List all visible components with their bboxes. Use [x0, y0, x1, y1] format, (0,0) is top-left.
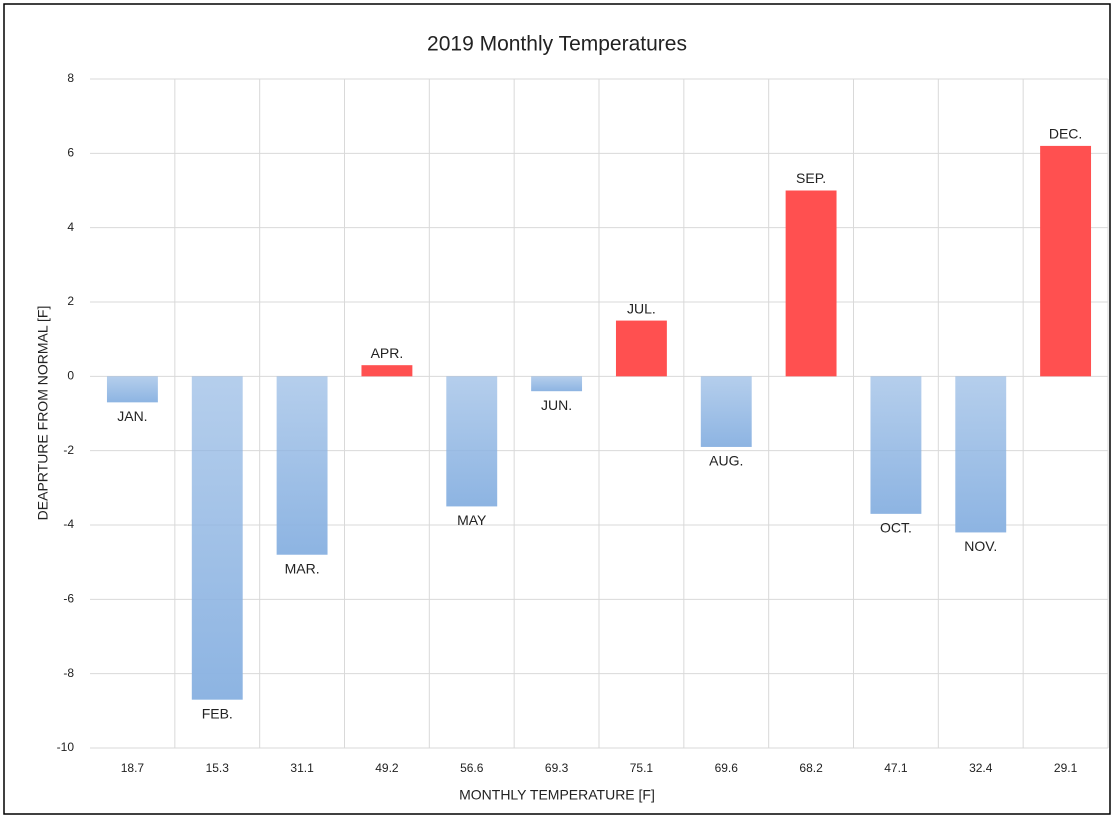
- bar: [276, 376, 328, 555]
- y-tick-label: -10: [57, 740, 75, 754]
- data-label: NOV.: [964, 538, 997, 554]
- x-tick-label: 31.1: [290, 761, 314, 775]
- y-tick-label: 6: [67, 146, 74, 160]
- x-tick-label: 75.1: [630, 761, 654, 775]
- bar: [700, 376, 752, 447]
- bar: [531, 376, 583, 392]
- data-label: JUN.: [541, 397, 572, 413]
- data-label: APR.: [371, 345, 404, 361]
- x-tick-label: 32.4: [969, 761, 993, 775]
- y-tick-label: -6: [63, 592, 74, 606]
- x-tick-label: 29.1: [1054, 761, 1078, 775]
- bar: [361, 365, 413, 377]
- y-tick-label: -4: [63, 517, 74, 531]
- data-label: DEC.: [1049, 126, 1082, 142]
- x-tick-label: 69.3: [545, 761, 569, 775]
- x-tick-label: 56.6: [460, 761, 484, 775]
- bar: [446, 376, 498, 507]
- y-tick-label: -8: [63, 666, 74, 680]
- chart-border: [3, 3, 1111, 815]
- chart-title: 2019 Monthly Temperatures: [427, 33, 687, 56]
- y-axis-title: DEAPRTURE FROM NORMAL [F]: [35, 306, 51, 521]
- data-label: SEP.: [796, 170, 826, 186]
- bar: [191, 376, 243, 700]
- data-label: JAN.: [117, 408, 147, 424]
- data-label: AUG.: [709, 453, 743, 469]
- y-tick-label: 4: [67, 220, 74, 234]
- bar: [785, 190, 837, 377]
- x-axis-title: MONTHLY TEMPERATURE [F]: [459, 787, 655, 803]
- bar: [955, 376, 1007, 533]
- x-tick-label: 47.1: [884, 761, 908, 775]
- bar: [106, 376, 158, 403]
- data-label: MAY: [457, 512, 487, 528]
- bar: [870, 376, 922, 514]
- bar: [615, 320, 667, 377]
- y-tick-label: 0: [67, 369, 74, 383]
- x-tick-label: 69.6: [715, 761, 739, 775]
- x-tick-label: 18.7: [121, 761, 145, 775]
- bar: [1040, 145, 1092, 377]
- data-label: MAR.: [285, 560, 320, 576]
- data-label: OCT.: [880, 520, 912, 536]
- x-tick-label: 68.2: [799, 761, 823, 775]
- x-tick-label: 49.2: [375, 761, 399, 775]
- y-tick-label: 2: [67, 294, 74, 308]
- y-tick-label: -2: [63, 443, 74, 457]
- y-tick-label: 8: [67, 71, 74, 85]
- x-tick-label: 15.3: [206, 761, 230, 775]
- data-label: FEB.: [202, 705, 233, 721]
- data-label: JUL.: [627, 300, 656, 316]
